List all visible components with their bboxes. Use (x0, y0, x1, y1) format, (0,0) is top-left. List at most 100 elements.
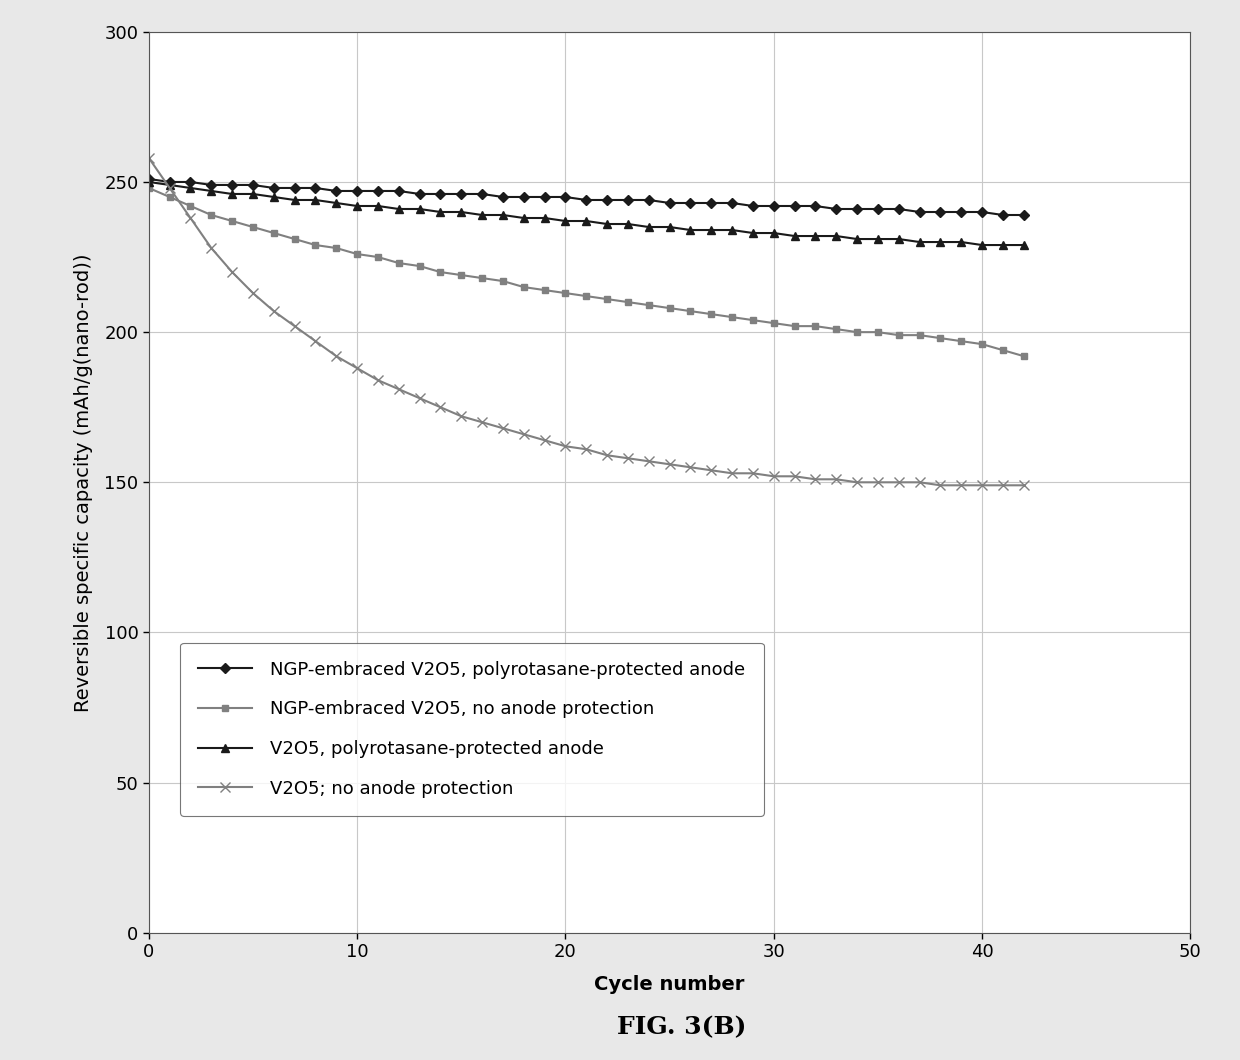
NGP-embraced V2O5, no anode protection (412, 260, 427, 272)
V2O5, polyrotasane-protected anode (745, 227, 760, 240)
NGP-embraced V2O5, polyrotasane-protected anode (600, 194, 615, 207)
NGP-embraced V2O5, no anode protection (787, 320, 802, 333)
V2O5, polyrotasane-protected anode (724, 224, 739, 236)
V2O5, polyrotasane-protected anode (641, 220, 656, 233)
Legend: NGP-embraced V2O5, polyrotasane-protected anode, NGP-embraced V2O5, no anode pro: NGP-embraced V2O5, polyrotasane-protecte… (180, 642, 764, 816)
NGP-embraced V2O5, polyrotasane-protected anode (267, 181, 281, 194)
V2O5, polyrotasane-protected anode (267, 191, 281, 204)
NGP-embraced V2O5, polyrotasane-protected anode (308, 181, 322, 194)
Y-axis label: Reversible specific capacity (mAh/g(nano-rod)): Reversible specific capacity (mAh/g(nano… (74, 253, 93, 711)
V2O5; no anode protection (475, 416, 490, 428)
NGP-embraced V2O5, no anode protection (766, 317, 781, 330)
V2O5, polyrotasane-protected anode (808, 230, 823, 243)
NGP-embraced V2O5, no anode protection (371, 250, 386, 263)
NGP-embraced V2O5, no anode protection (141, 181, 156, 194)
V2O5; no anode protection (787, 470, 802, 482)
NGP-embraced V2O5, no anode protection (870, 325, 885, 338)
NGP-embraced V2O5, polyrotasane-protected anode (892, 202, 906, 215)
NGP-embraced V2O5, no anode protection (620, 296, 635, 308)
V2O5; no anode protection (203, 242, 218, 254)
NGP-embraced V2O5, no anode protection (975, 338, 990, 351)
V2O5, polyrotasane-protected anode (849, 232, 864, 245)
V2O5; no anode protection (996, 479, 1011, 492)
V2O5; no anode protection (371, 374, 386, 387)
NGP-embraced V2O5, polyrotasane-protected anode (641, 194, 656, 207)
V2O5, polyrotasane-protected anode (308, 194, 322, 207)
V2O5; no anode protection (184, 212, 198, 225)
NGP-embraced V2O5, no anode protection (558, 286, 573, 299)
NGP-embraced V2O5, polyrotasane-protected anode (662, 197, 677, 210)
V2O5, polyrotasane-protected anode (766, 227, 781, 240)
V2O5, polyrotasane-protected anode (787, 230, 802, 243)
V2O5; no anode protection (683, 461, 698, 474)
V2O5, polyrotasane-protected anode (537, 212, 552, 225)
V2O5; no anode protection (267, 304, 281, 317)
NGP-embraced V2O5, no anode protection (475, 271, 490, 284)
NGP-embraced V2O5, polyrotasane-protected anode (288, 181, 303, 194)
V2O5, polyrotasane-protected anode (496, 209, 511, 222)
NGP-embraced V2O5, no anode protection (704, 307, 719, 320)
NGP-embraced V2O5, polyrotasane-protected anode (954, 206, 968, 218)
V2O5; no anode protection (704, 464, 719, 477)
V2O5; no anode protection (1017, 479, 1032, 492)
NGP-embraced V2O5, polyrotasane-protected anode (913, 206, 928, 218)
Line: V2O5, polyrotasane-protected anode: V2O5, polyrotasane-protected anode (145, 178, 1028, 249)
NGP-embraced V2O5, polyrotasane-protected anode (849, 202, 864, 215)
V2O5; no anode protection (620, 452, 635, 464)
V2O5, polyrotasane-protected anode (975, 238, 990, 251)
NGP-embraced V2O5, no anode protection (288, 232, 303, 245)
V2O5, polyrotasane-protected anode (329, 197, 343, 210)
NGP-embraced V2O5, no anode protection (329, 242, 343, 254)
X-axis label: Cycle number: Cycle number (594, 975, 745, 994)
V2O5, polyrotasane-protected anode (892, 232, 906, 245)
V2O5, polyrotasane-protected anode (579, 214, 594, 228)
V2O5; no anode protection (496, 422, 511, 435)
NGP-embraced V2O5, polyrotasane-protected anode (246, 178, 260, 191)
V2O5, polyrotasane-protected anode (662, 220, 677, 233)
V2O5, polyrotasane-protected anode (516, 212, 531, 225)
NGP-embraced V2O5, polyrotasane-protected anode (184, 176, 198, 189)
V2O5, polyrotasane-protected anode (475, 209, 490, 222)
V2O5; no anode protection (308, 335, 322, 348)
NGP-embraced V2O5, polyrotasane-protected anode (392, 184, 407, 197)
V2O5, polyrotasane-protected anode (558, 214, 573, 228)
NGP-embraced V2O5, no anode protection (433, 266, 448, 279)
V2O5; no anode protection (141, 152, 156, 164)
V2O5; no anode protection (412, 392, 427, 405)
NGP-embraced V2O5, no anode protection (246, 220, 260, 233)
NGP-embraced V2O5, no anode protection (162, 191, 177, 204)
V2O5, polyrotasane-protected anode (433, 206, 448, 218)
NGP-embraced V2O5, no anode protection (1017, 350, 1032, 363)
NGP-embraced V2O5, polyrotasane-protected anode (203, 178, 218, 191)
NGP-embraced V2O5, polyrotasane-protected anode (870, 202, 885, 215)
Text: FIG. 3(B): FIG. 3(B) (618, 1014, 746, 1039)
V2O5; no anode protection (662, 458, 677, 471)
NGP-embraced V2O5, polyrotasane-protected anode (454, 188, 469, 200)
V2O5, polyrotasane-protected anode (1017, 238, 1032, 251)
NGP-embraced V2O5, no anode protection (662, 302, 677, 315)
V2O5; no anode protection (579, 443, 594, 456)
Line: V2O5; no anode protection: V2O5; no anode protection (144, 153, 1029, 490)
NGP-embraced V2O5, polyrotasane-protected anode (433, 188, 448, 200)
V2O5, polyrotasane-protected anode (246, 188, 260, 200)
V2O5; no anode protection (870, 476, 885, 489)
V2O5; no anode protection (913, 476, 928, 489)
NGP-embraced V2O5, polyrotasane-protected anode (141, 173, 156, 185)
V2O5, polyrotasane-protected anode (203, 184, 218, 197)
V2O5; no anode protection (766, 470, 781, 482)
NGP-embraced V2O5, polyrotasane-protected anode (766, 199, 781, 212)
NGP-embraced V2O5, polyrotasane-protected anode (537, 191, 552, 204)
V2O5, polyrotasane-protected anode (184, 181, 198, 194)
V2O5; no anode protection (350, 361, 365, 374)
V2O5; no anode protection (724, 466, 739, 479)
NGP-embraced V2O5, no anode protection (996, 343, 1011, 356)
V2O5; no anode protection (537, 434, 552, 446)
NGP-embraced V2O5, polyrotasane-protected anode (516, 191, 531, 204)
V2O5, polyrotasane-protected anode (371, 199, 386, 212)
NGP-embraced V2O5, no anode protection (496, 275, 511, 287)
V2O5; no anode protection (600, 449, 615, 462)
NGP-embraced V2O5, no anode protection (203, 209, 218, 222)
NGP-embraced V2O5, no anode protection (516, 281, 531, 294)
NGP-embraced V2O5, polyrotasane-protected anode (162, 176, 177, 189)
NGP-embraced V2O5, no anode protection (745, 314, 760, 326)
